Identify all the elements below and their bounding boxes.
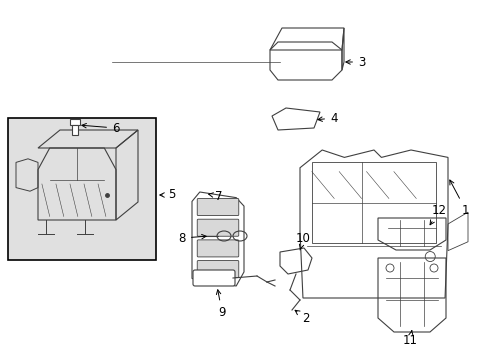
Text: 11: 11 [402,330,417,346]
Bar [72,125,78,135]
Text: 9: 9 [216,290,225,319]
Text: 10: 10 [295,231,310,250]
Text: 5: 5 [160,189,175,202]
FancyBboxPatch shape [197,219,238,236]
Text: 7: 7 [208,189,222,202]
Text: 2: 2 [295,310,309,324]
Text: 6: 6 [81,122,119,135]
Text: 12: 12 [429,203,446,225]
Bar [70,119,80,125]
Text: 8: 8 [178,231,206,244]
Text: 4: 4 [317,112,337,125]
FancyBboxPatch shape [197,198,238,216]
FancyBboxPatch shape [197,261,238,278]
Bar [311,162,435,243]
FancyBboxPatch shape [197,240,238,257]
Bar [8,118,156,260]
Text: 1: 1 [449,180,468,216]
FancyBboxPatch shape [193,270,235,286]
Text: 3: 3 [345,55,365,68]
